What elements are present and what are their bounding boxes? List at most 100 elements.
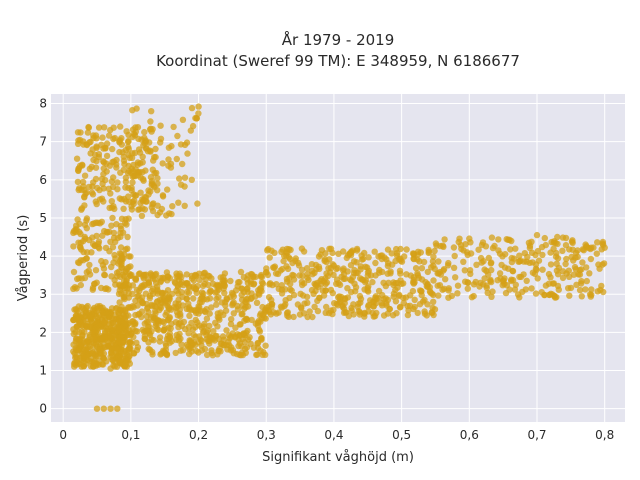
data-point xyxy=(147,125,154,132)
data-point xyxy=(77,257,85,264)
data-point xyxy=(457,241,465,249)
data-point xyxy=(495,236,502,243)
data-point xyxy=(121,284,129,292)
data-point xyxy=(81,307,89,314)
data-point xyxy=(118,196,125,203)
data-point xyxy=(141,335,148,342)
data-point xyxy=(318,247,326,254)
data-point xyxy=(433,242,440,249)
data-point xyxy=(334,302,341,309)
data-point xyxy=(79,322,86,329)
data-point xyxy=(303,265,311,272)
data-point xyxy=(322,287,329,294)
data-point xyxy=(216,316,223,323)
y-tick-label: 4 xyxy=(39,249,47,263)
data-point xyxy=(245,336,252,343)
data-point xyxy=(336,281,344,289)
data-point xyxy=(442,276,449,283)
data-point xyxy=(223,327,230,334)
data-point xyxy=(99,335,107,342)
x-tick-label: 0,7 xyxy=(527,428,546,442)
data-point xyxy=(507,246,514,253)
data-point xyxy=(122,178,130,185)
data-point xyxy=(532,265,540,272)
data-point xyxy=(139,299,146,307)
data-point xyxy=(192,114,199,122)
data-point xyxy=(125,264,132,271)
data-point xyxy=(164,277,171,284)
data-point xyxy=(108,198,116,205)
data-point xyxy=(179,160,186,168)
data-point xyxy=(131,321,139,328)
data-point xyxy=(122,360,129,368)
data-point xyxy=(143,313,150,320)
data-point xyxy=(367,272,375,279)
data-point xyxy=(567,284,575,292)
data-point xyxy=(95,124,103,131)
data-point xyxy=(80,248,87,256)
data-point xyxy=(488,259,495,266)
data-point xyxy=(414,256,421,263)
data-point xyxy=(192,316,199,324)
data-point xyxy=(454,290,461,297)
data-point xyxy=(414,309,421,317)
data-point xyxy=(218,299,226,306)
data-point xyxy=(272,270,280,277)
data-point xyxy=(508,277,515,285)
data-point xyxy=(324,273,332,280)
data-point xyxy=(217,282,225,289)
data-point xyxy=(179,347,187,354)
data-point xyxy=(129,179,136,186)
data-point xyxy=(164,287,172,294)
data-point xyxy=(418,265,426,272)
data-point xyxy=(115,268,123,275)
data-point xyxy=(571,263,579,271)
data-point xyxy=(586,270,593,277)
data-point xyxy=(586,291,594,298)
data-point xyxy=(562,260,569,268)
data-point xyxy=(96,302,104,310)
data-point xyxy=(426,288,434,295)
data-point xyxy=(348,277,355,284)
data-point xyxy=(542,241,549,249)
data-point xyxy=(495,247,502,254)
data-point xyxy=(184,150,191,157)
data-point xyxy=(378,300,386,307)
data-point xyxy=(463,249,471,256)
data-point xyxy=(454,282,462,289)
data-point xyxy=(445,287,452,294)
data-point xyxy=(90,132,97,139)
data-point xyxy=(380,279,387,286)
data-point xyxy=(111,251,118,259)
data-point xyxy=(118,255,125,262)
data-point xyxy=(148,177,156,185)
data-point xyxy=(72,335,80,343)
data-point xyxy=(411,279,418,286)
data-point xyxy=(367,297,374,304)
data-point xyxy=(186,350,193,358)
data-point xyxy=(425,249,432,257)
data-point xyxy=(172,336,180,343)
data-point xyxy=(353,259,360,266)
data-point xyxy=(122,307,129,314)
data-point xyxy=(199,329,207,336)
data-point xyxy=(176,175,183,182)
data-point xyxy=(165,144,173,151)
data-point xyxy=(253,351,260,359)
data-point xyxy=(392,257,399,265)
data-point xyxy=(152,310,159,317)
data-point xyxy=(120,337,127,345)
data-point xyxy=(137,284,144,291)
y-tick-label: 0 xyxy=(39,402,47,416)
data-point xyxy=(369,278,376,286)
data-point xyxy=(70,243,77,250)
data-point xyxy=(109,244,117,251)
data-point xyxy=(299,281,306,289)
data-point xyxy=(177,310,184,318)
data-point xyxy=(164,186,171,193)
data-point xyxy=(142,198,150,205)
data-point xyxy=(528,238,535,245)
data-point xyxy=(198,294,206,302)
data-point xyxy=(440,266,448,273)
data-point xyxy=(74,140,82,147)
